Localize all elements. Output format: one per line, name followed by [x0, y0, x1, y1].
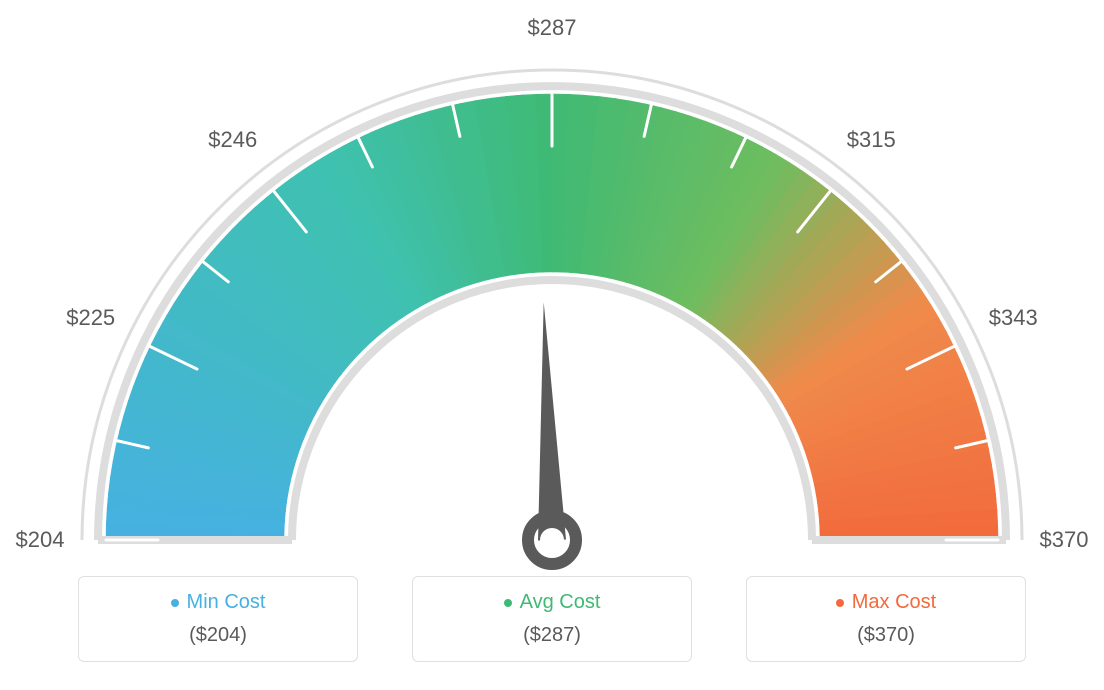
legend-value-max: ($370)	[857, 624, 915, 647]
legend-label-row: Min Cost	[171, 591, 266, 614]
legend-box-max: Max Cost ($370)	[746, 576, 1026, 662]
gauge-tick-label: $315	[847, 127, 896, 153]
legend-dot-icon	[836, 599, 844, 607]
gauge-tick-label: $246	[208, 127, 257, 153]
cost-gauge-chart: $204 $225 $246 $287 $315 $343 $370 Min Cost ($…	[0, 0, 1104, 690]
gauge-tick-label: $204	[16, 527, 65, 553]
legend-value-min: ($204)	[189, 624, 247, 647]
gauge-tick-label: $370	[1040, 527, 1089, 553]
legend-value-avg: ($287)	[523, 624, 581, 647]
legend-label-row: Avg Cost	[504, 591, 601, 614]
gauge-tick-label: $343	[989, 305, 1038, 331]
legend-label-max: Max Cost	[852, 591, 936, 614]
legend-box-min: Min Cost ($204)	[78, 576, 358, 662]
gauge-area: $204 $225 $246 $287 $315 $343 $370	[0, 0, 1104, 570]
legend-dot-icon	[504, 599, 512, 607]
legend-label-min: Min Cost	[187, 591, 266, 614]
legend-dot-icon	[171, 599, 179, 607]
gauge-tick-label: $225	[66, 305, 115, 331]
legend-row: Min Cost ($204) Avg Cost ($287) Max Cost…	[0, 576, 1104, 662]
legend-label-row: Max Cost	[836, 591, 936, 614]
legend-label-avg: Avg Cost	[520, 591, 601, 614]
legend-box-avg: Avg Cost ($287)	[412, 576, 692, 662]
gauge-tick-label: $287	[528, 15, 577, 41]
gauge-svg	[0, 0, 1104, 570]
